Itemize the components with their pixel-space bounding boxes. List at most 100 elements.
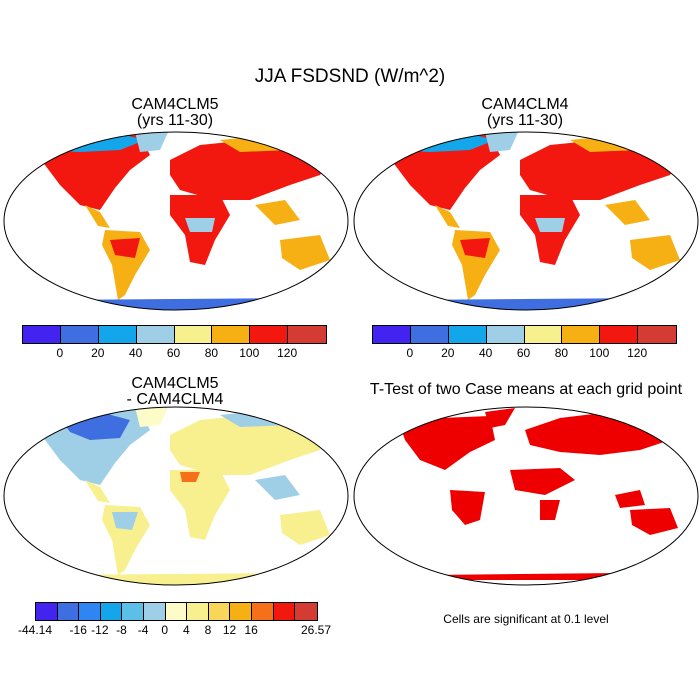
colorbar-tick-label: 4 (182, 623, 190, 637)
colorbar-tick-label: 0 (161, 623, 169, 637)
colorbar-tick-label: 26.57 (300, 623, 332, 637)
colorbar-swatch (252, 603, 274, 620)
land-se-asia (255, 200, 300, 225)
colorbar-swatch (174, 326, 213, 343)
colorbar-swatch (57, 603, 80, 620)
map-outline (353, 131, 699, 311)
colorbar-swatch (295, 603, 317, 620)
panel-title-line1: CAM4CLM4 (481, 96, 569, 113)
colorbar-swatch (122, 603, 145, 620)
colorbar-swatch (187, 603, 209, 620)
land-south-america (102, 505, 150, 575)
colorbar-swatch (165, 603, 188, 620)
panel-title-ttest: T-Test of two Case means at each grid po… (369, 381, 683, 398)
panel-title-line1: CAM4CLM5 (131, 375, 219, 392)
panel-title-line2: (yrs 11-30) (136, 112, 214, 129)
land-central-america (85, 205, 110, 228)
colorbar-swatch (23, 326, 61, 343)
sig-africa-south (540, 500, 560, 520)
panel-title-line2: - CAM4CLM4 (126, 391, 224, 408)
land-australia (630, 235, 680, 270)
land-se-asia (255, 475, 300, 500)
land-australia (280, 235, 330, 270)
colorbar-tick-label: 20 (441, 346, 455, 360)
colorbar-swatch (373, 326, 411, 343)
land-africa (170, 470, 230, 540)
colorbar-cam4clm5 (22, 325, 327, 344)
colorbar-tick-label: 0 (56, 346, 64, 360)
land-sa-patch (112, 512, 138, 530)
colorbar-tick-label: -12 (91, 623, 109, 637)
colorbar-tick-label: 100 (239, 346, 260, 360)
sig-greenland (485, 408, 515, 428)
colorbar-swatch (448, 326, 487, 343)
panel-title-cam4clm5: CAM4CLM5 (yrs 11-30) (80, 97, 270, 129)
colorbar-tick-label: 16 (244, 623, 258, 637)
colorbar-swatch (79, 603, 101, 620)
colorbar-tick-label: 120 (277, 346, 298, 360)
land-australia (280, 510, 330, 545)
colorbar-swatch (136, 326, 175, 343)
land-sa-core (110, 238, 140, 258)
colorbar-swatch (250, 326, 289, 343)
colorbar-swatch (638, 326, 676, 343)
colorbar-swatch (36, 603, 58, 620)
colorbar-swatch (98, 326, 137, 343)
panel-title-line2: (yrs 11-30) (486, 112, 564, 129)
sig-se-asia (615, 490, 645, 508)
colorbar-swatch (273, 603, 296, 620)
panel-title-cam4clm4: CAM4CLM4 (yrs 11-30) (430, 97, 620, 129)
colorbar-tick-label: 8 (204, 623, 212, 637)
colorbar-tick-label: 20 (91, 346, 105, 360)
colorbar-tick-label: 12 (222, 623, 237, 637)
land-se-asia (605, 200, 650, 225)
land-africa-hot (180, 472, 200, 482)
colorbar-tick-label: -16 (69, 623, 87, 637)
colorbar-swatch (410, 326, 449, 343)
colorbar-swatch (230, 603, 253, 620)
map-difference (30, 407, 330, 585)
colorbar-tick-label: 60 (516, 346, 531, 360)
colorbar-swatch (208, 603, 231, 620)
land-greenland (485, 132, 520, 152)
land-europe-asia (520, 140, 680, 200)
land-central-america (435, 205, 460, 228)
map-outline (3, 406, 349, 586)
map-cam4clm4 (380, 132, 680, 310)
colorbar-tick-label: 100 (589, 346, 610, 360)
colorbar-tick-label: -44.14 (17, 623, 53, 637)
land-antarctica (380, 298, 670, 310)
sig-south-america (450, 490, 485, 525)
land-europe-asia (170, 140, 330, 200)
significance-note: Cells are significant at 0.1 level (443, 612, 609, 626)
colorbar-tick-label: -4 (137, 623, 149, 637)
colorbar-tick-label: -8 (116, 623, 127, 637)
sig-north-america (400, 416, 495, 470)
map-cam4clm5 (30, 132, 330, 310)
colorbar-swatch (524, 326, 563, 343)
colorbar-tick-label: 80 (204, 346, 219, 360)
colorbar-swatch (60, 326, 99, 343)
figure-title: JJA FSDSND (W/m^2) (254, 66, 446, 87)
colorbar-tick-label: 120 (627, 346, 648, 360)
panel-title-line1: CAM4CLM5 (131, 96, 219, 113)
colorbar-swatch (288, 326, 326, 343)
map-outline (353, 406, 699, 586)
map-outline (3, 131, 349, 311)
map-ttest (400, 408, 678, 580)
land-europe-asia (170, 415, 330, 475)
panel-title-difference: CAM4CLM5 - CAM4CLM4 (80, 376, 270, 408)
sig-africa (510, 468, 575, 495)
colorbar-swatch (562, 326, 601, 343)
colorbar-swatch (486, 326, 525, 343)
colorbar-swatch (600, 326, 639, 343)
land-africa-equator (535, 218, 565, 232)
land-antarctica (30, 573, 320, 585)
colorbar-difference (35, 602, 318, 621)
land-africa-equator (185, 218, 215, 232)
colorbar-tick-label: 40 (478, 346, 493, 360)
colorbar-tick-label: 60 (166, 346, 181, 360)
colorbar-cam4clm4 (372, 325, 677, 344)
land-greenland (135, 132, 170, 152)
